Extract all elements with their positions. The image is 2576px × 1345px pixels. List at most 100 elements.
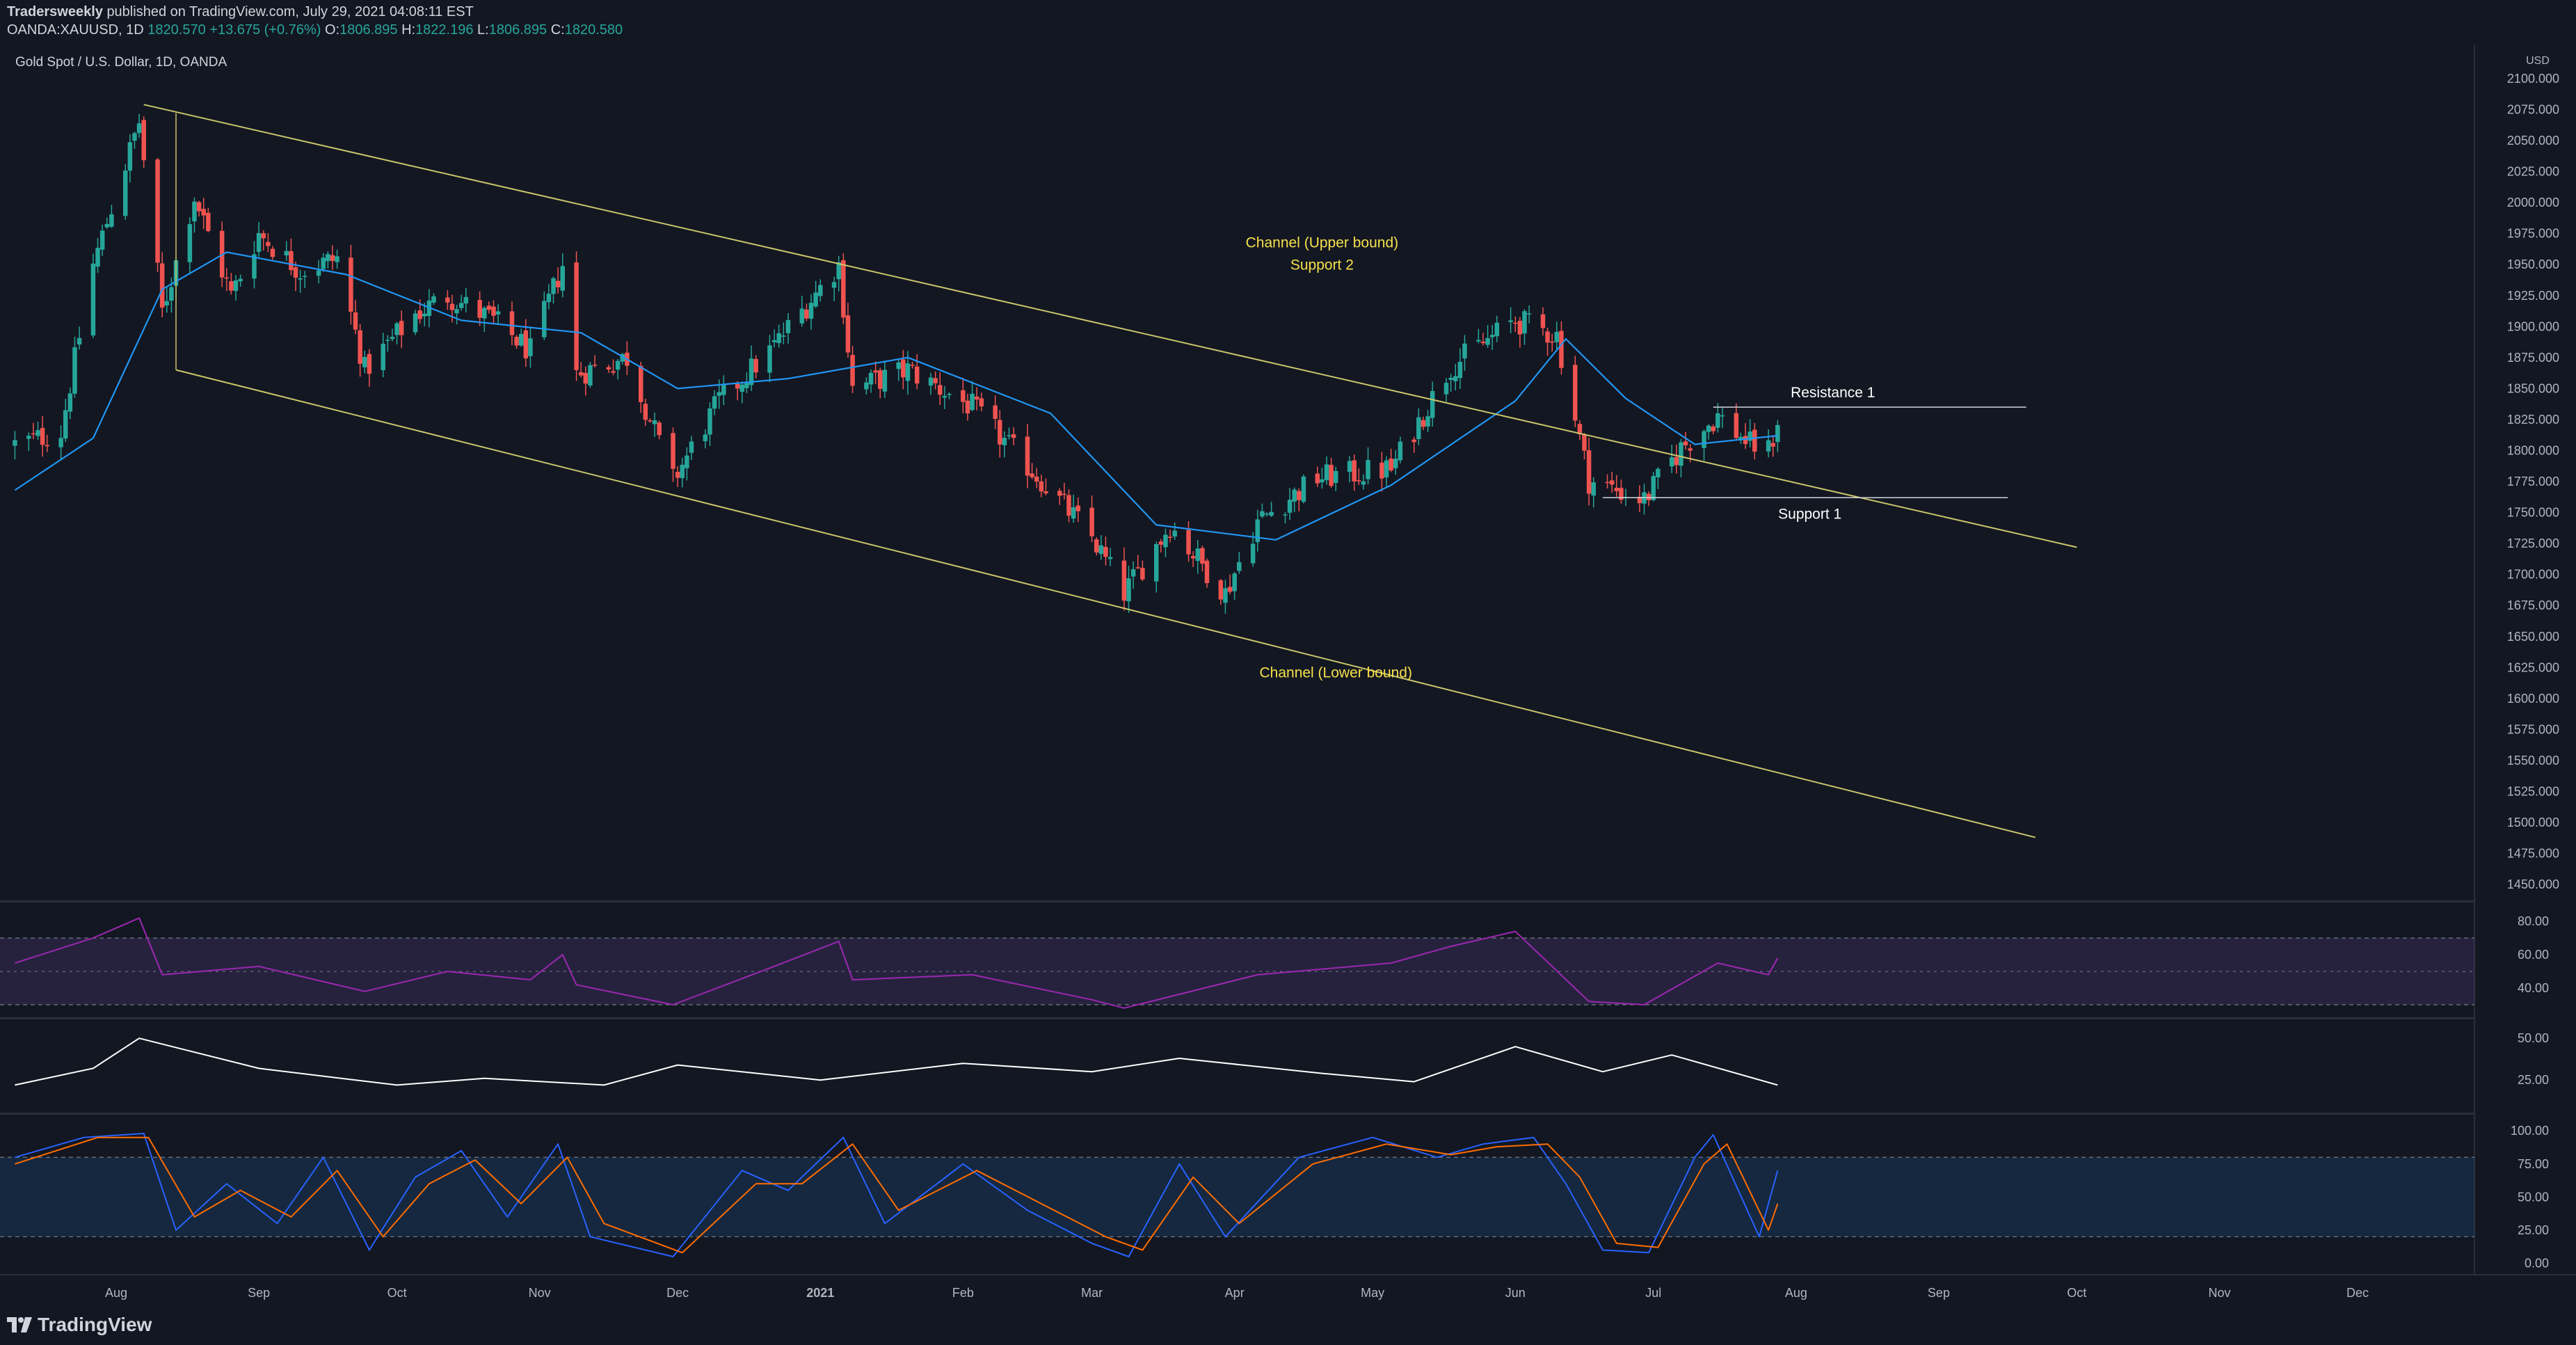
- candle[interactable]: [303, 271, 307, 288]
- candle[interactable]: [1130, 561, 1136, 589]
- price-pane[interactable]: Channel (Upper bound) Support 2 Channel (L…: [13, 104, 2077, 838]
- candle[interactable]: [321, 253, 326, 272]
- candle[interactable]: [1637, 485, 1642, 512]
- candle[interactable]: [1508, 307, 1513, 334]
- candle[interactable]: [201, 198, 206, 230]
- candle[interactable]: [72, 336, 77, 398]
- candle[interactable]: [187, 217, 193, 273]
- candle[interactable]: [1030, 463, 1034, 479]
- candle[interactable]: [1559, 321, 1564, 375]
- candle[interactable]: [1706, 424, 1711, 440]
- annotation-label[interactable]: Support 2: [1290, 257, 1354, 273]
- candle[interactable]: [1522, 309, 1527, 345]
- candle[interactable]: [785, 313, 791, 344]
- candle[interactable]: [136, 113, 142, 138]
- candle[interactable]: [1549, 333, 1555, 352]
- candle[interactable]: [578, 362, 584, 378]
- candle[interactable]: [1545, 327, 1550, 356]
- candle[interactable]: [1752, 422, 1757, 460]
- candle[interactable]: [270, 246, 275, 260]
- candle[interactable]: [252, 241, 257, 289]
- candle[interactable]: [1153, 541, 1159, 593]
- candle[interactable]: [1389, 449, 1393, 472]
- candle[interactable]: [868, 369, 874, 393]
- candle[interactable]: [67, 387, 73, 420]
- candle[interactable]: [1232, 571, 1237, 600]
- candle[interactable]: [90, 253, 96, 338]
- candle[interactable]: [122, 164, 128, 220]
- candle[interactable]: [1734, 403, 1739, 440]
- candle[interactable]: [1384, 456, 1389, 487]
- candle[interactable]: [1255, 509, 1261, 552]
- candle[interactable]: [1366, 447, 1370, 485]
- candle[interactable]: [528, 328, 533, 368]
- candle[interactable]: [1039, 475, 1044, 498]
- candle[interactable]: [707, 402, 712, 447]
- adx-pane[interactable]: [15, 1037, 1778, 1086]
- candle[interactable]: [1324, 456, 1329, 485]
- candle[interactable]: [495, 304, 501, 324]
- candle[interactable]: [454, 304, 459, 325]
- candle[interactable]: [159, 252, 165, 318]
- candle[interactable]: [878, 367, 883, 399]
- candle[interactable]: [1264, 512, 1270, 517]
- candle[interactable]: [873, 361, 878, 385]
- candle[interactable]: [196, 200, 202, 217]
- candle[interactable]: [385, 335, 390, 352]
- candle[interactable]: [1651, 472, 1656, 502]
- candle[interactable]: [482, 305, 487, 333]
- candle[interactable]: [933, 371, 938, 390]
- candle[interactable]: [1577, 420, 1583, 440]
- candle[interactable]: [1393, 450, 1398, 475]
- candle[interactable]: [1411, 436, 1416, 453]
- candle[interactable]: [1098, 535, 1104, 560]
- candle[interactable]: [491, 300, 496, 323]
- annotation-label[interactable]: Channel (Lower bound): [1260, 665, 1412, 681]
- candle[interactable]: [938, 372, 943, 406]
- candle[interactable]: [1770, 436, 1776, 457]
- candle[interactable]: [776, 324, 781, 348]
- candle[interactable]: [1453, 363, 1458, 391]
- candle[interactable]: [712, 390, 717, 415]
- candle[interactable]: [836, 255, 841, 292]
- candle[interactable]: [970, 381, 975, 412]
- candle[interactable]: [574, 251, 579, 381]
- candle[interactable]: [657, 420, 662, 440]
- candle[interactable]: [509, 301, 515, 346]
- candle[interactable]: [1379, 452, 1384, 492]
- candle[interactable]: [1448, 374, 1453, 392]
- candle[interactable]: [1430, 381, 1435, 427]
- candle[interactable]: [703, 429, 708, 449]
- candle[interactable]: [1025, 424, 1030, 488]
- candle[interactable]: [551, 276, 556, 304]
- candle[interactable]: [1163, 528, 1168, 557]
- candle[interactable]: [77, 326, 82, 350]
- candle[interactable]: [1034, 468, 1039, 488]
- candle[interactable]: [99, 224, 105, 256]
- candle[interactable]: [261, 230, 266, 251]
- candle[interactable]: [1766, 429, 1771, 458]
- candle[interactable]: [555, 267, 561, 294]
- candle[interactable]: [1656, 467, 1661, 489]
- candle[interactable]: [643, 398, 648, 426]
- candle[interactable]: [611, 359, 616, 376]
- candle[interactable]: [13, 431, 17, 460]
- candle[interactable]: [1573, 356, 1578, 428]
- candle[interactable]: [808, 294, 814, 330]
- candle[interactable]: [1186, 521, 1191, 562]
- candle[interactable]: [284, 241, 289, 262]
- candle[interactable]: [1674, 444, 1679, 474]
- candle[interactable]: [431, 293, 436, 305]
- candle[interactable]: [298, 269, 303, 293]
- candle[interactable]: [1190, 551, 1196, 567]
- candle[interactable]: [1062, 482, 1067, 500]
- candle[interactable]: [965, 393, 970, 421]
- candle[interactable]: [1287, 488, 1293, 520]
- candle[interactable]: [1489, 324, 1495, 351]
- candle[interactable]: [799, 296, 805, 327]
- candle[interactable]: [390, 328, 395, 342]
- candle[interactable]: [1513, 316, 1518, 333]
- candle[interactable]: [771, 329, 777, 348]
- candle[interactable]: [63, 399, 68, 443]
- candle[interactable]: [1425, 410, 1430, 432]
